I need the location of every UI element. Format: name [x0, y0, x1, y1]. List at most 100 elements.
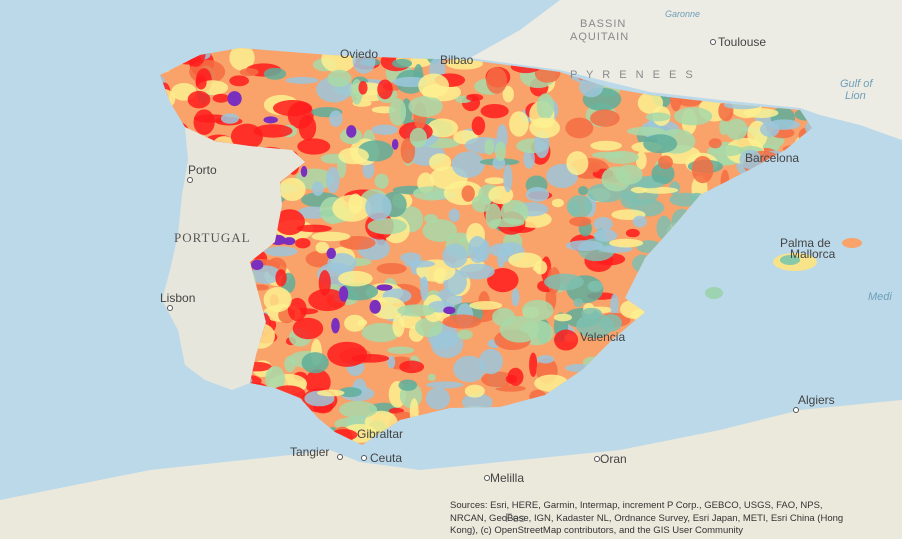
heat-blob [489, 243, 514, 257]
label: Tangier [290, 445, 329, 459]
heat-blob [469, 301, 503, 310]
attribution: Kong), (c) OpenStreetMap contributors, a… [450, 525, 743, 536]
heat-blob [494, 141, 507, 162]
heat-blob [760, 121, 780, 137]
heat-blob [195, 75, 207, 90]
heat-blob [610, 293, 619, 318]
heat-blob [442, 314, 482, 329]
heat-blob [388, 98, 407, 126]
heat-blob [287, 297, 307, 322]
city-dot [594, 456, 600, 462]
heat-blob [365, 193, 392, 221]
label: Medi [868, 291, 892, 303]
heat-blob [484, 177, 505, 185]
heat-blob [420, 276, 429, 301]
heat-blob [338, 282, 379, 301]
label: Lisbon [160, 291, 195, 305]
heat-blob [643, 134, 678, 154]
heat-blob [466, 93, 484, 102]
heat-blob [451, 151, 485, 178]
heat-blob [229, 75, 249, 87]
heat-blob [272, 99, 313, 117]
heat-blob [297, 138, 331, 155]
menorca [842, 238, 862, 248]
heat-blob [387, 346, 415, 354]
label: Toulouse [718, 35, 766, 49]
heat-blob [442, 243, 468, 269]
heat-blob [338, 387, 362, 398]
heat-blob [480, 103, 509, 119]
heat-blob [315, 241, 330, 254]
heat-blob [590, 109, 620, 127]
heat-blob [371, 124, 398, 136]
heat-blob [630, 186, 648, 194]
heat-blob [553, 313, 572, 322]
heat-blob [426, 381, 464, 389]
heat-blob [565, 240, 604, 252]
heat-blob [251, 259, 264, 271]
heat-blob [499, 316, 540, 343]
heat-blob [346, 125, 357, 138]
label: AQUITAIN [570, 31, 629, 43]
heat-blob [327, 69, 352, 88]
heat-blob [392, 315, 405, 338]
heat-blob [415, 317, 443, 338]
heat-blob [311, 231, 351, 242]
label: Lion [845, 90, 866, 102]
heat-blob [392, 58, 413, 69]
label: Valencia [580, 330, 625, 344]
ibiza [705, 287, 723, 299]
heat-blob [300, 165, 308, 178]
heat-blob [467, 235, 488, 264]
heat-blob [298, 115, 317, 141]
heat-blob [227, 91, 242, 107]
heat-blob [338, 270, 373, 287]
heat-blob [369, 299, 381, 314]
label: Garonne [665, 9, 700, 19]
heat-blob [408, 95, 443, 117]
heat-blob [263, 287, 292, 313]
city-dot [361, 455, 367, 461]
heat-blob [377, 79, 393, 100]
heat-blob [361, 322, 400, 343]
heat-blob [620, 190, 639, 209]
heat-blob [308, 288, 347, 312]
heat-blob [641, 186, 679, 194]
heat-blob [554, 329, 579, 351]
heat-blob [725, 118, 748, 140]
heat-blob [187, 90, 211, 109]
heat-blob [296, 224, 332, 233]
heat-blob [427, 118, 459, 138]
label: BASSIN [580, 18, 626, 30]
heat-blob [412, 186, 450, 201]
heat-blob [637, 92, 664, 115]
heat-blob [344, 314, 366, 332]
heat-blob [326, 247, 336, 260]
heat-blob [569, 216, 592, 227]
attribution: NRCAN, GeoBase, IGN, Kadaster NL, Ordnan… [450, 513, 843, 524]
heat-blob [326, 166, 340, 194]
heat-blob [708, 138, 722, 149]
heat-blob [301, 352, 329, 374]
heat-blob [409, 127, 427, 148]
label: P Y R E N E E S [570, 69, 696, 81]
label: Gulf of [840, 78, 873, 90]
city-dot [710, 39, 716, 45]
heat-blob [331, 317, 340, 334]
heat-blob [743, 108, 779, 118]
heat-blob [637, 181, 664, 189]
label: Fes [505, 511, 525, 525]
heat-blob [374, 173, 389, 189]
label: Gibraltar [357, 427, 403, 441]
heat-blob [587, 280, 603, 292]
city-dot [167, 305, 173, 311]
label: Algiers [798, 393, 835, 407]
label: Mallorca [790, 247, 836, 261]
heat-blob [283, 237, 296, 246]
heat-blob [534, 260, 548, 275]
heat-blob [529, 117, 561, 139]
heat-blob [292, 317, 324, 340]
heat-blob [651, 163, 675, 185]
heat-blob [339, 236, 376, 250]
heat-blob [212, 93, 230, 103]
